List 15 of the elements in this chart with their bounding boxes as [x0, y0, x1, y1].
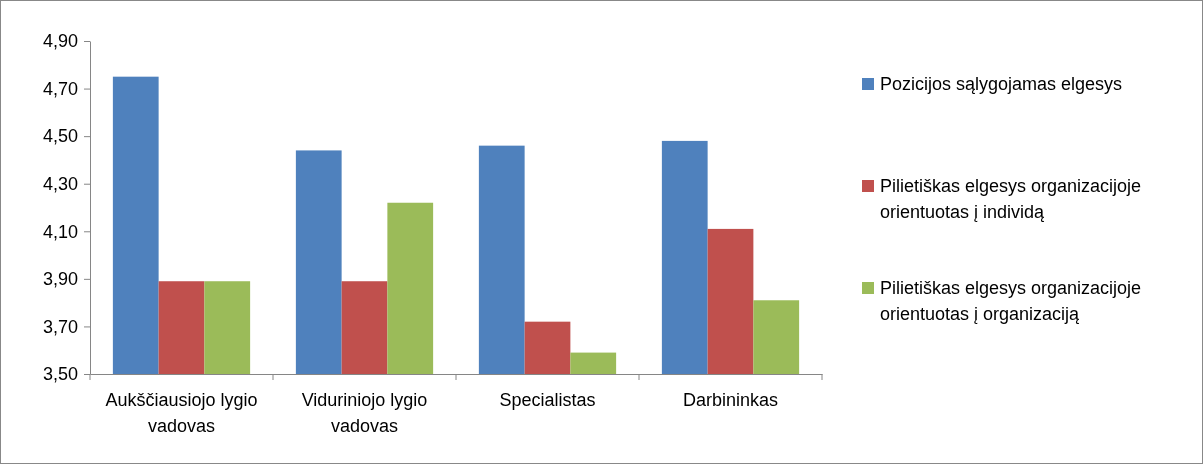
y-tick-label: 4,70: [42, 78, 78, 99]
legend-label: Pilietiškas elgesys organizacijoje orientuotas į individą: [880, 176, 1142, 222]
y-tick-label: 4,10: [42, 221, 78, 242]
x-tick-label: Darbininkas: [682, 390, 779, 410]
x-tick-label: Viduriniojo lygio vadovas: [301, 390, 428, 436]
y-tick-label: 4,90: [42, 31, 78, 52]
y-tick-label: 4,30: [42, 173, 78, 194]
x-tick-label: Aukščiausiojo lygio vadovas: [105, 390, 258, 436]
y-tick-label: 4,50: [42, 126, 78, 147]
y-tick-label: 3,50: [42, 364, 78, 385]
legend-label: Pilietiškas elgesys organizacijoje orientuotas į organizaciją: [880, 278, 1142, 324]
x-tick-label: Specialistas: [499, 390, 596, 410]
legend-label: Pozicijos sąlygojamas elgesys: [880, 74, 1123, 94]
y-tick-label: 3,90: [42, 269, 78, 290]
y-tick-label: 3,70: [42, 316, 78, 337]
